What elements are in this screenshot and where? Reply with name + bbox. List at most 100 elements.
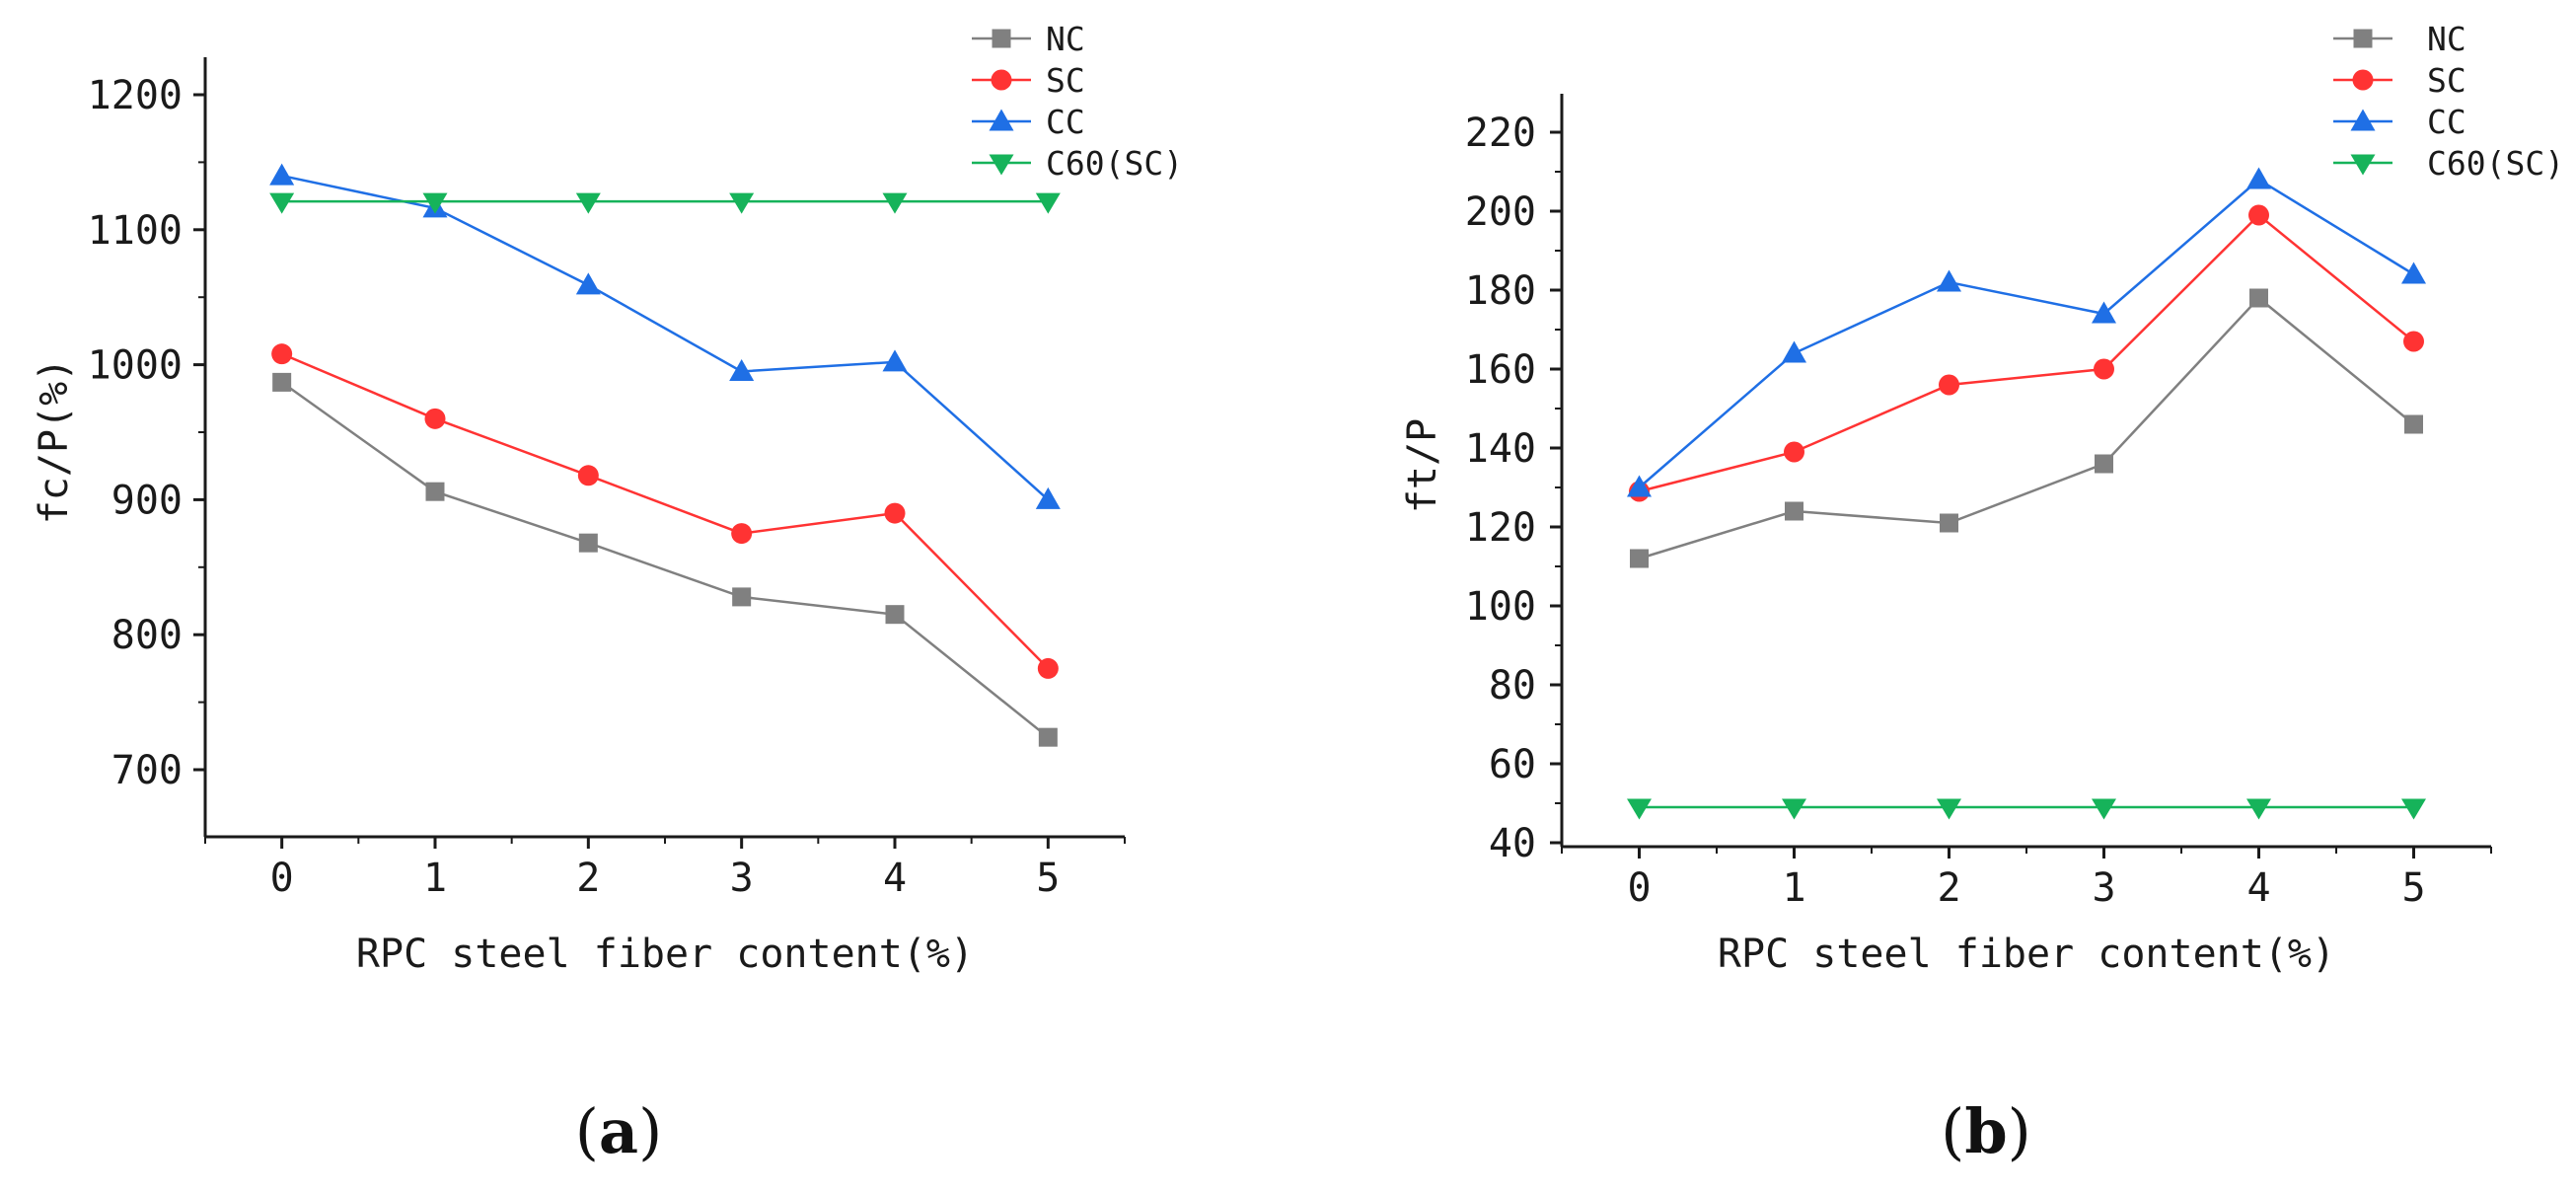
legend-label-a-c60-sc: C60(SC) [1046, 144, 1183, 183]
chart-b: 40 60 80 100 120 140 160 180 200 220 0 1 2 3 4 5 RPC ste… [1400, 20, 2564, 977]
series-b-sc [1629, 204, 2424, 502]
point-a-sc-1 [424, 408, 446, 429]
point-a-cc-5 [1035, 486, 1061, 509]
series-a-c60-sc [269, 192, 1061, 214]
point-a-c60-sc-4 [882, 192, 908, 214]
y-tick-label-b-220: 220 [1465, 111, 1536, 156]
point-a-c60-sc-3 [729, 192, 755, 214]
point-a-cc-4 [882, 349, 908, 372]
point-b-nc-1 [1785, 501, 1803, 521]
legend-label-b-sc: SC [2427, 61, 2466, 100]
point-a-sc-5 [1037, 657, 1059, 679]
point-b-nc-4 [2249, 288, 2268, 308]
point-b-nc-3 [2095, 454, 2113, 474]
x-tick-label-a-1: 1 [423, 856, 447, 901]
y-axis-title-a: fc/P(%) [32, 358, 77, 525]
point-a-sc-2 [577, 465, 599, 486]
point-b-nc-2 [1940, 513, 1958, 533]
point-a-sc-0 [271, 343, 293, 365]
point-a-nc-4 [885, 605, 905, 625]
series-b-c60-sc [1627, 798, 2426, 820]
series-line-a-nc [280, 381, 1050, 739]
point-b-nc-0 [1630, 549, 1649, 568]
point-b-c60-sc-2 [1937, 798, 1961, 820]
y-tick-label-b-40: 40 [1489, 821, 1536, 866]
y-tick-label-a-1000: 1000 [88, 343, 183, 389]
series-b-nc [1630, 288, 2423, 568]
x-tick-label-a-3: 3 [730, 856, 754, 901]
x-axis-title-b: RPC steel fiber content(%) [1718, 932, 2335, 977]
point-a-cc-0 [269, 163, 295, 186]
legend-marker-b-sc [2352, 69, 2374, 91]
series-line-a-cc [281, 174, 1050, 501]
x-tick-label-a-5: 5 [1036, 856, 1060, 901]
point-b-cc-5 [2401, 261, 2426, 284]
legend-marker-b-nc [2353, 29, 2373, 48]
x-axis-title-a: RPC steel fiber content(%) [356, 932, 974, 977]
point-a-c60-sc-2 [575, 192, 601, 214]
point-b-cc-4 [2246, 167, 2271, 189]
series-line-a-sc [281, 352, 1050, 670]
y-tick-label-b-60: 60 [1489, 742, 1536, 787]
x-tick-label-a-2: 2 [576, 856, 600, 901]
y-tick-label-a-1200: 1200 [88, 73, 183, 118]
chart-a: 700 800 900 1000 1100 1200 0 1 2 3 4 5 RPC steel fib… [32, 20, 1183, 977]
series-line-b-cc [1638, 178, 2415, 488]
y-tick-label-b-120: 120 [1465, 505, 1536, 551]
point-a-c60-sc-5 [1035, 192, 1061, 214]
point-b-c60-sc-5 [2401, 798, 2426, 820]
series-line-b-nc [1639, 296, 2415, 560]
legend-label-b-c60-sc: C60(SC) [2427, 144, 2564, 183]
point-a-nc-3 [732, 587, 752, 607]
legend-marker-b-cc [2350, 109, 2376, 131]
x-tick-label-b-1: 1 [1782, 865, 1805, 911]
panel-caption-b: (b) [1941, 1095, 2031, 1167]
x-tick-label-a-4: 4 [883, 856, 907, 901]
x-tick-label-b-2: 2 [1937, 865, 1960, 911]
y-tick-label-b-200: 200 [1465, 189, 1536, 235]
y-tick-label-b-160: 160 [1465, 347, 1536, 393]
y-tick-label-b-80: 80 [1489, 663, 1536, 709]
y-tick-label-b-140: 140 [1465, 426, 1536, 472]
point-b-sc-3 [2094, 358, 2114, 380]
legend-label-a-nc: NC [1046, 20, 1085, 58]
point-b-nc-5 [2404, 414, 2423, 434]
point-a-nc-2 [578, 533, 598, 553]
point-b-sc-5 [2403, 331, 2424, 352]
legend-marker-b-c60-sc [2350, 154, 2376, 176]
point-b-sc-2 [1939, 374, 1959, 396]
legend-label-b-nc: NC [2427, 20, 2466, 58]
point-b-cc-1 [1782, 340, 1806, 363]
point-b-c60-sc-4 [2246, 798, 2271, 820]
point-b-c60-sc-1 [1782, 798, 1806, 820]
legend-label-b-cc: CC [2427, 103, 2466, 141]
y-tick-label-a-800: 800 [111, 613, 183, 658]
x-tick-label-b-5: 5 [2401, 865, 2425, 911]
point-a-c60-sc-1 [422, 192, 448, 214]
point-a-nc-0 [272, 372, 292, 392]
legend-marker-a-cc [989, 109, 1014, 131]
series-a-nc [272, 372, 1058, 747]
legend-label-a-cc: CC [1046, 103, 1085, 141]
point-b-sc-1 [1784, 441, 1804, 463]
y-tick-label-a-900: 900 [111, 478, 183, 523]
x-tick-label-b-4: 4 [2246, 865, 2270, 911]
point-b-cc-3 [2092, 301, 2116, 324]
x-tick-label-b-3: 3 [2092, 865, 2115, 911]
y-tick-label-b-100: 100 [1465, 584, 1536, 630]
series-a-sc [271, 343, 1059, 679]
point-a-nc-1 [425, 482, 445, 501]
point-a-sc-4 [884, 502, 906, 524]
point-a-sc-3 [731, 523, 753, 545]
y-tick-label-a-1100: 1100 [88, 208, 183, 254]
point-b-cc-2 [1937, 269, 1961, 292]
x-tick-label-b-0: 0 [1627, 865, 1651, 911]
point-a-nc-5 [1038, 727, 1058, 747]
y-tick-label-a-700: 700 [111, 748, 183, 793]
series-line-b-sc [1639, 213, 2415, 493]
point-b-sc-4 [2248, 204, 2269, 226]
legend-marker-a-nc [992, 29, 1011, 48]
